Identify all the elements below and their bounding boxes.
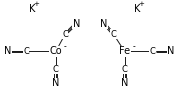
Text: K: K (134, 4, 140, 14)
Text: C: C (110, 30, 116, 39)
Text: N: N (121, 78, 128, 88)
Text: N: N (4, 46, 11, 56)
Text: C: C (53, 65, 59, 74)
Text: +: + (138, 1, 144, 7)
Text: +: + (34, 1, 40, 7)
Text: C: C (23, 47, 29, 56)
Text: K: K (29, 4, 36, 14)
Text: Co: Co (49, 46, 62, 56)
Text: -: - (133, 43, 136, 52)
Text: N: N (167, 46, 175, 56)
Text: -: - (63, 43, 66, 52)
Text: N: N (52, 78, 60, 88)
Text: Fe: Fe (119, 46, 130, 56)
Text: C: C (122, 65, 128, 74)
Text: C: C (62, 30, 68, 39)
Text: C: C (150, 47, 155, 56)
Text: N: N (100, 19, 108, 29)
Text: N: N (73, 19, 80, 29)
